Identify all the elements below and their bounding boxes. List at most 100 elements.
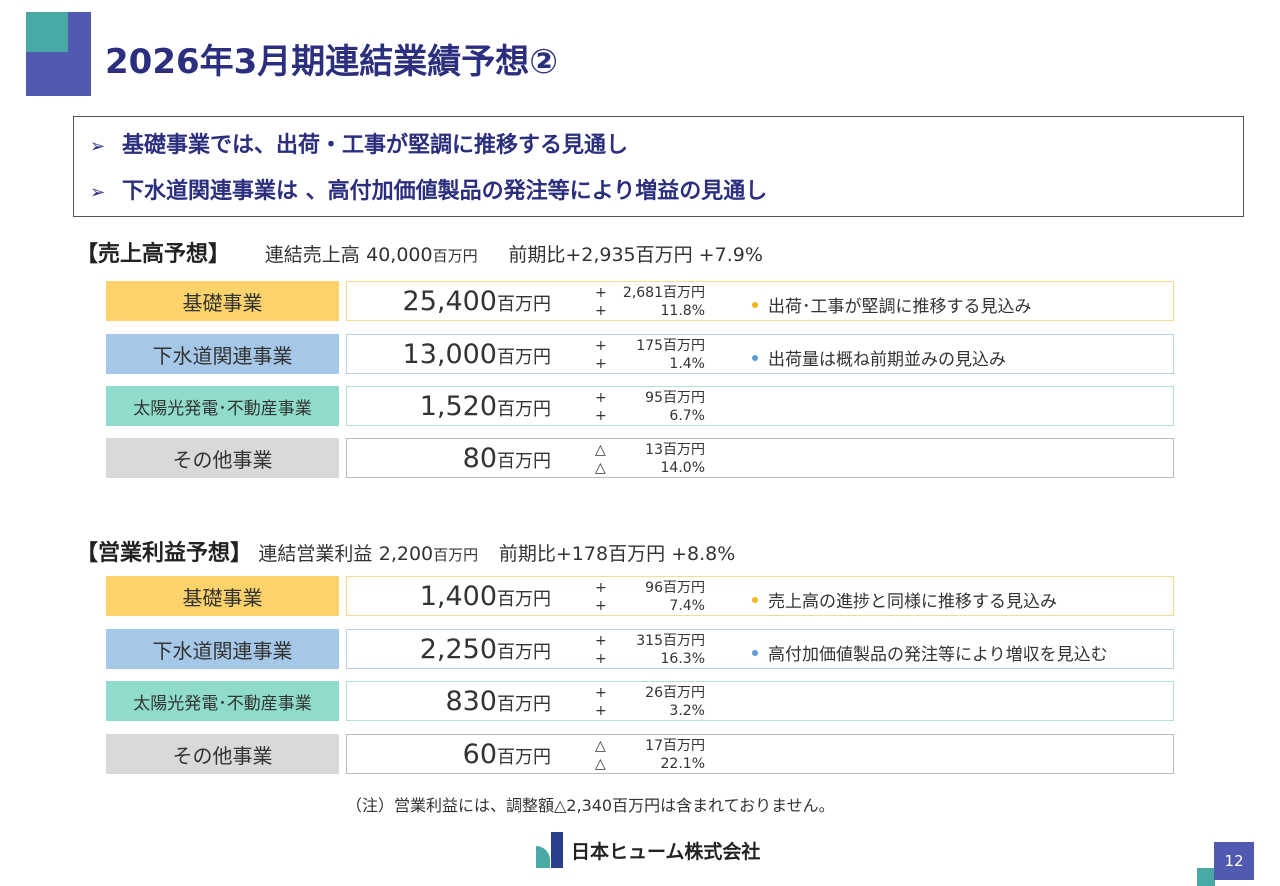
- segment-label: 太陽光発電･不動産事業: [106, 681, 339, 721]
- yoy-diff: +175百万円 +1.4%: [595, 337, 705, 373]
- amount-unit: 百万円: [497, 589, 551, 610]
- profit-row-taiyoko: 太陽光発電･不動産事業 830百万円 +26百万円 +3.2%: [106, 681, 1176, 721]
- yoy-diff: +96百万円 +7.4%: [595, 579, 705, 615]
- amount-number: 1,400: [419, 581, 497, 612]
- yoy-diff: +2,681百万円 +11.8%: [595, 284, 705, 320]
- corner-block-teal: [26, 12, 68, 52]
- diff-amount: 13百万円: [645, 442, 705, 458]
- diff-sign: +: [595, 338, 607, 354]
- corner-logo-mark: [26, 12, 91, 96]
- row-note: 出荷量は概ね前期並みの見込み: [752, 345, 1006, 370]
- profit-row-kiso: 基礎事業 1,400百万円 +96百万円 +7.4% 売上高の進捗と同様に推移す…: [106, 576, 1176, 616]
- diff-amount: 26百万円: [645, 685, 705, 701]
- segment-label: 下水道関連事業: [106, 629, 339, 669]
- company-logo: 日本ヒューム株式会社: [533, 832, 760, 868]
- profit-total-value: 2,200: [378, 543, 434, 565]
- amount-number: 2,250: [419, 634, 497, 665]
- amount-unit: 百万円: [497, 399, 551, 420]
- yoy-diff: +315百万円 +16.3%: [595, 632, 705, 668]
- amount: 1,520百万円: [420, 391, 551, 422]
- value-box: 60百万円 △ 17百万円 △ 22.1%: [346, 734, 1174, 774]
- value-box: 1,520百万円 +95百万円 +6.7%: [346, 386, 1174, 426]
- pct-sign: +: [595, 651, 607, 667]
- row-note-text: 出荷･工事が堅調に推移する見込み: [768, 297, 1032, 317]
- summary-text-2: 下水道関連事業は 、高付加価値製品の発注等により増益の見通し: [122, 179, 768, 204]
- amount-unit: 百万円: [497, 694, 551, 715]
- amount-number: 25,400: [402, 286, 497, 317]
- amount: 60百万円: [463, 739, 551, 770]
- amount-number: 830: [445, 686, 497, 717]
- segment-label: その他事業: [106, 438, 339, 478]
- yoy-diff: +26百万円 +3.2%: [595, 684, 705, 720]
- profit-heading: 【営業利益予想】 連結営業利益 2,200百万円 前期比+178百万円 +8.8…: [76, 535, 735, 567]
- sales-row-sonota: その他事業 80百万円 △ 13百万円 △ 14.0%: [106, 438, 1176, 478]
- diff-amount: 17百万円: [645, 738, 705, 754]
- amount-unit: 百万円: [497, 347, 551, 368]
- diff-amount: 96百万円: [645, 580, 705, 596]
- segment-label: 基礎事業: [106, 281, 339, 321]
- sales-yoy: 前期比+2,935百万円 +7.9%: [508, 244, 763, 266]
- sales-total-unit: 百万円: [432, 247, 478, 265]
- pct-sign: +: [595, 408, 607, 424]
- pct-sign: +: [595, 703, 607, 719]
- segment-label: その他事業: [106, 734, 339, 774]
- diff-sign: △: [595, 442, 606, 458]
- summary-line-2: ➢ 下水道関連事業は 、高付加価値製品の発注等により増益の見通し: [90, 173, 767, 205]
- diff-percent: 6.7%: [669, 408, 705, 424]
- value-box: 13,000百万円 +175百万円 +1.4% 出荷量は概ね前期並みの見込み: [346, 334, 1174, 374]
- profit-total-unit: 百万円: [433, 546, 479, 564]
- diff-percent: 7.4%: [669, 598, 705, 614]
- amount: 13,000百万円: [403, 339, 551, 370]
- pct-sign: +: [595, 598, 607, 614]
- summary-text-1: 基礎事業では、出荷・工事が堅調に推移する見通し: [122, 133, 629, 158]
- diff-sign: △: [595, 738, 606, 754]
- amount-number: 80: [462, 443, 497, 474]
- diff-sign: +: [595, 285, 607, 301]
- profit-row-sonota: その他事業 60百万円 △ 17百万円 △ 22.1%: [106, 734, 1176, 774]
- page-corner-teal: [1197, 868, 1215, 886]
- company-logo-icon: [533, 832, 567, 868]
- amount-unit: 百万円: [497, 747, 551, 768]
- bullet-dot-icon: [752, 597, 758, 603]
- amount: 1,400百万円: [420, 581, 551, 612]
- summary-line-1: ➢ 基礎事業では、出荷・工事が堅調に推移する見通し: [90, 127, 628, 159]
- diff-amount: 2,681百万円: [622, 285, 705, 301]
- sales-row-gesuido: 下水道関連事業 13,000百万円 +175百万円 +1.4% 出荷量は概ね前期…: [106, 334, 1176, 374]
- sales-heading-title: 【売上高予想】: [76, 242, 231, 267]
- summary-box: ➢ 基礎事業では、出荷・工事が堅調に推移する見通し ➢ 下水道関連事業は 、高付加価…: [73, 116, 1244, 217]
- yoy-diff: △ 13百万円 △ 14.0%: [595, 441, 705, 477]
- pct-sign: +: [595, 303, 607, 319]
- value-box: 2,250百万円 +315百万円 +16.3% 高付加価値製品の発注等により増収…: [346, 629, 1174, 669]
- yoy-diff: △ 17百万円 △ 22.1%: [595, 737, 705, 773]
- diff-amount: 175百万円: [636, 338, 705, 354]
- bullet-dot-icon: [752, 650, 758, 656]
- diff-sign: +: [595, 685, 607, 701]
- row-note-text: 売上高の進捗と同様に推移する見込み: [768, 592, 1057, 612]
- amount-number: 13,000: [402, 339, 497, 370]
- profit-yoy: 前期比+178百万円 +8.8%: [498, 543, 736, 565]
- diff-amount: 95百万円: [645, 390, 705, 406]
- diff-amount: 315百万円: [636, 633, 705, 649]
- diff-percent: 1.4%: [669, 356, 705, 372]
- segment-label: 下水道関連事業: [106, 334, 339, 374]
- diff-sign: +: [595, 633, 607, 649]
- pct-sign: △: [595, 756, 606, 772]
- arrow-bullet-icon: ➢: [90, 182, 106, 203]
- value-box: 25,400百万円 +2,681百万円 +11.8% 出荷･工事が堅調に推移する…: [346, 281, 1174, 321]
- amount: 2,250百万円: [420, 634, 551, 665]
- value-box: 80百万円 △ 13百万円 △ 14.0%: [346, 438, 1174, 478]
- row-note: 高付加価値製品の発注等により増収を見込む: [752, 640, 1108, 665]
- amount-unit: 百万円: [497, 294, 551, 315]
- amount: 830百万円: [445, 686, 551, 717]
- sales-total-label: 連結売上高: [264, 244, 360, 266]
- diff-percent: 3.2%: [669, 703, 705, 719]
- bullet-dot-icon: [752, 355, 758, 361]
- sales-total-value: 40,000: [366, 244, 433, 266]
- page-number: 12: [1224, 852, 1244, 870]
- amount: 80百万円: [463, 443, 551, 474]
- row-note-text: 高付加価値製品の発注等により増収を見込む: [768, 645, 1108, 665]
- profit-total-label: 連結営業利益: [258, 543, 373, 565]
- sales-row-kiso: 基礎事業 25,400百万円 +2,681百万円 +11.8% 出荷･工事が堅調…: [106, 281, 1176, 321]
- amount-unit: 百万円: [497, 451, 551, 472]
- footnote: （注）営業利益には、調整額△2,340百万円は含まれておりません。: [346, 796, 835, 815]
